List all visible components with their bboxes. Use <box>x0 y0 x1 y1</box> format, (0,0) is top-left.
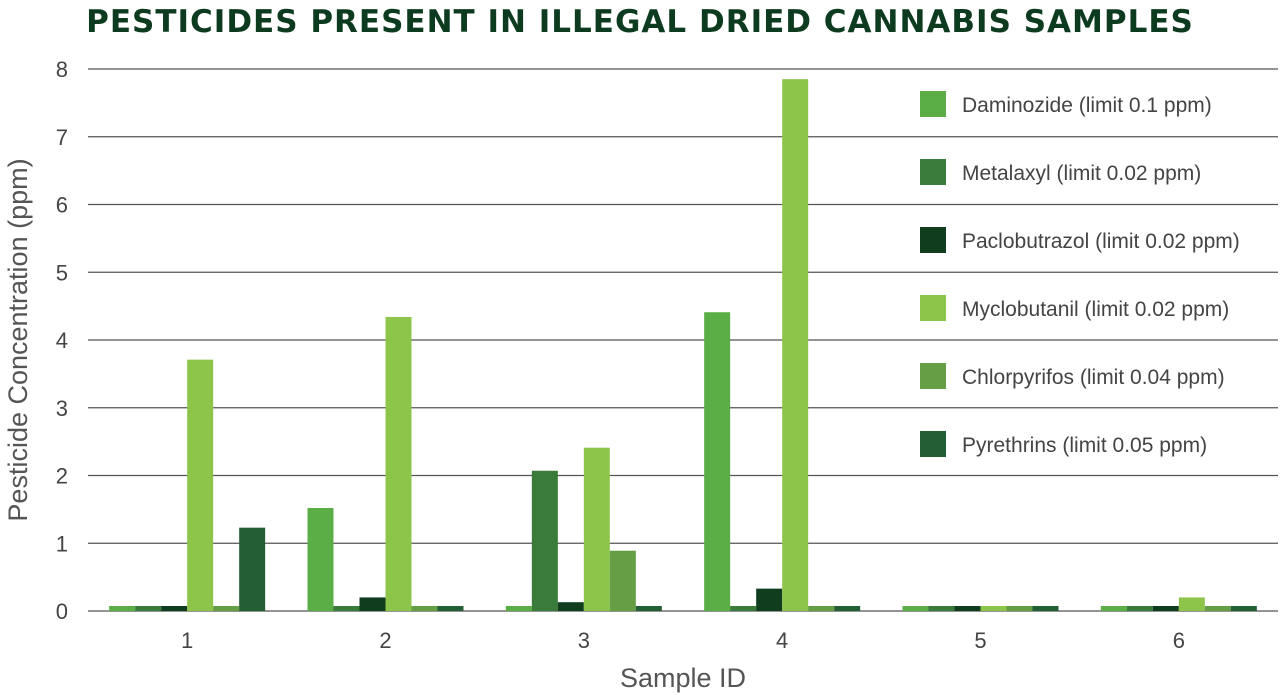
bar <box>307 508 334 611</box>
y-tick-label: 6 <box>56 193 68 218</box>
bar <box>834 606 861 611</box>
bar <box>730 606 757 611</box>
x-tick-label: 4 <box>776 628 788 653</box>
y-tick-label: 5 <box>56 260 68 285</box>
y-tick-label: 1 <box>56 531 68 556</box>
bar <box>808 606 835 611</box>
legend-swatch <box>920 431 946 457</box>
grid-lines <box>88 68 1278 612</box>
bar <box>411 606 438 611</box>
bar <box>1204 606 1231 611</box>
bar <box>1126 606 1153 611</box>
bar <box>1032 606 1059 611</box>
legend-swatch <box>920 363 946 389</box>
chart-title: PESTICIDES PRESENT IN ILLEGAL DRIED CANN… <box>86 4 1194 40</box>
legend-swatch <box>920 159 946 185</box>
y-tick-label: 2 <box>56 464 68 489</box>
bar <box>609 550 636 611</box>
bar <box>635 606 662 611</box>
legend-label: Metalaxyl (limit 0.02 ppm) <box>962 162 1201 185</box>
x-tick-label: 2 <box>379 628 391 653</box>
bar <box>239 527 266 611</box>
legend-label: Pyrethrins (limit 0.05 ppm) <box>962 434 1207 457</box>
legend-swatch <box>920 227 946 253</box>
bar <box>928 606 955 611</box>
bar <box>954 606 981 611</box>
legend-label: Chlorpyrifos (limit 0.04 ppm) <box>962 366 1225 389</box>
x-tick-label: 5 <box>974 628 986 653</box>
bar <box>782 79 809 612</box>
bar <box>756 588 783 611</box>
bar <box>1178 597 1205 611</box>
y-tick-labels: 0 1 2 3 4 5 6 7 8 <box>56 57 68 624</box>
x-tick-label: 1 <box>181 628 193 653</box>
bar <box>557 602 584 611</box>
bar <box>1006 606 1033 611</box>
x-tick-label: 3 <box>578 628 590 653</box>
legend-label: Daminozide (limit 0.1 ppm) <box>962 94 1212 117</box>
bar <box>583 447 610 611</box>
bar <box>980 606 1007 611</box>
x-axis-label: Sample ID <box>620 663 746 693</box>
bar <box>505 606 532 611</box>
bar <box>161 606 188 611</box>
bar <box>109 606 136 611</box>
bar <box>135 606 162 611</box>
bar <box>531 470 558 611</box>
legend-label: Myclobutanil (limit 0.02 ppm) <box>962 298 1229 321</box>
y-tick-label: 7 <box>56 125 68 150</box>
bar <box>704 312 731 611</box>
y-tick-label: 0 <box>56 599 68 624</box>
bar <box>1230 606 1257 611</box>
legend-swatch <box>920 295 946 321</box>
legend: Daminozide (limit 0.1 ppm) Metalaxyl (lim… <box>920 91 1240 457</box>
legend-label: Paclobutrazol (limit 0.02 ppm) <box>962 230 1240 253</box>
bar <box>902 606 929 611</box>
bar <box>437 606 464 611</box>
bar <box>213 606 240 611</box>
legend-swatch <box>920 91 946 117</box>
x-tick-labels: 1 2 3 4 5 6 <box>181 628 1185 653</box>
y-tick-label: 8 <box>56 57 68 82</box>
bar <box>359 597 386 611</box>
bar <box>1100 606 1127 611</box>
y-tick-label: 4 <box>56 328 68 353</box>
y-tick-label: 3 <box>56 396 68 421</box>
bar <box>1152 606 1179 611</box>
bar <box>385 316 412 611</box>
y-axis-label: Pesticide Concentration (ppm) <box>3 158 33 521</box>
bars <box>109 79 1257 612</box>
x-tick-label: 6 <box>1173 628 1185 653</box>
bar <box>187 359 214 611</box>
bar <box>333 606 360 611</box>
